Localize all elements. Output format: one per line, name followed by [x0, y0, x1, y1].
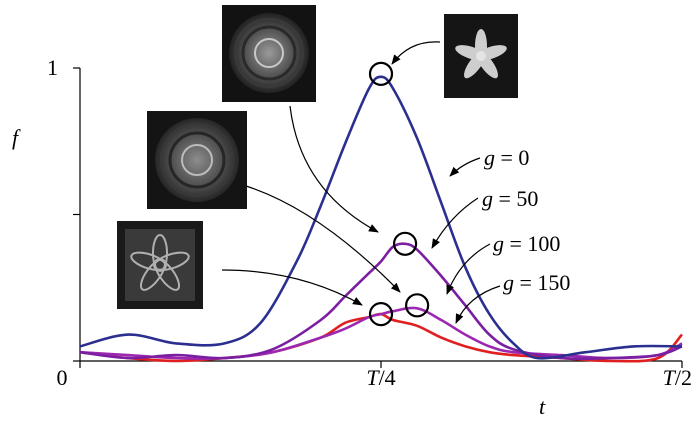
arrow-label-g50 [431, 197, 479, 249]
series-label-g100: g = 100 [493, 231, 560, 256]
y-tick-label-0: 1 [47, 55, 58, 80]
inset-g50-image [222, 5, 316, 102]
inset-g150-image [117, 221, 203, 309]
arrow-label-g100 [446, 243, 491, 295]
marker-circle-3 [368, 302, 394, 327]
arrow-inset-g100 [245, 185, 401, 293]
x-tick-label-2: T/2 [663, 365, 692, 390]
arrow-inset-g150 [221, 269, 363, 306]
series-label-g0: g = 0 [484, 145, 529, 170]
series-label-g150: g = 150 [503, 270, 570, 295]
x-tick-label-1: T/4 [366, 365, 395, 390]
inset-g100-image [147, 111, 247, 209]
marker-circle-0 [368, 61, 394, 86]
marker-circle-1 [392, 231, 418, 256]
series-label-g50: g = 50 [482, 186, 538, 211]
arrow-inset-g50 [289, 105, 379, 233]
arrow-label-g0 [449, 157, 481, 177]
y-axis-label: f [12, 125, 21, 150]
arrow-inset-g0 [391, 41, 441, 65]
marker-circle-2 [405, 293, 430, 318]
x-tick-label-0: 0 [57, 365, 68, 390]
x-axis-label: t [539, 394, 546, 419]
series-line-g0 [79, 75, 683, 360]
inset-g0-image [444, 14, 518, 98]
arrow-label-g150 [455, 285, 501, 324]
